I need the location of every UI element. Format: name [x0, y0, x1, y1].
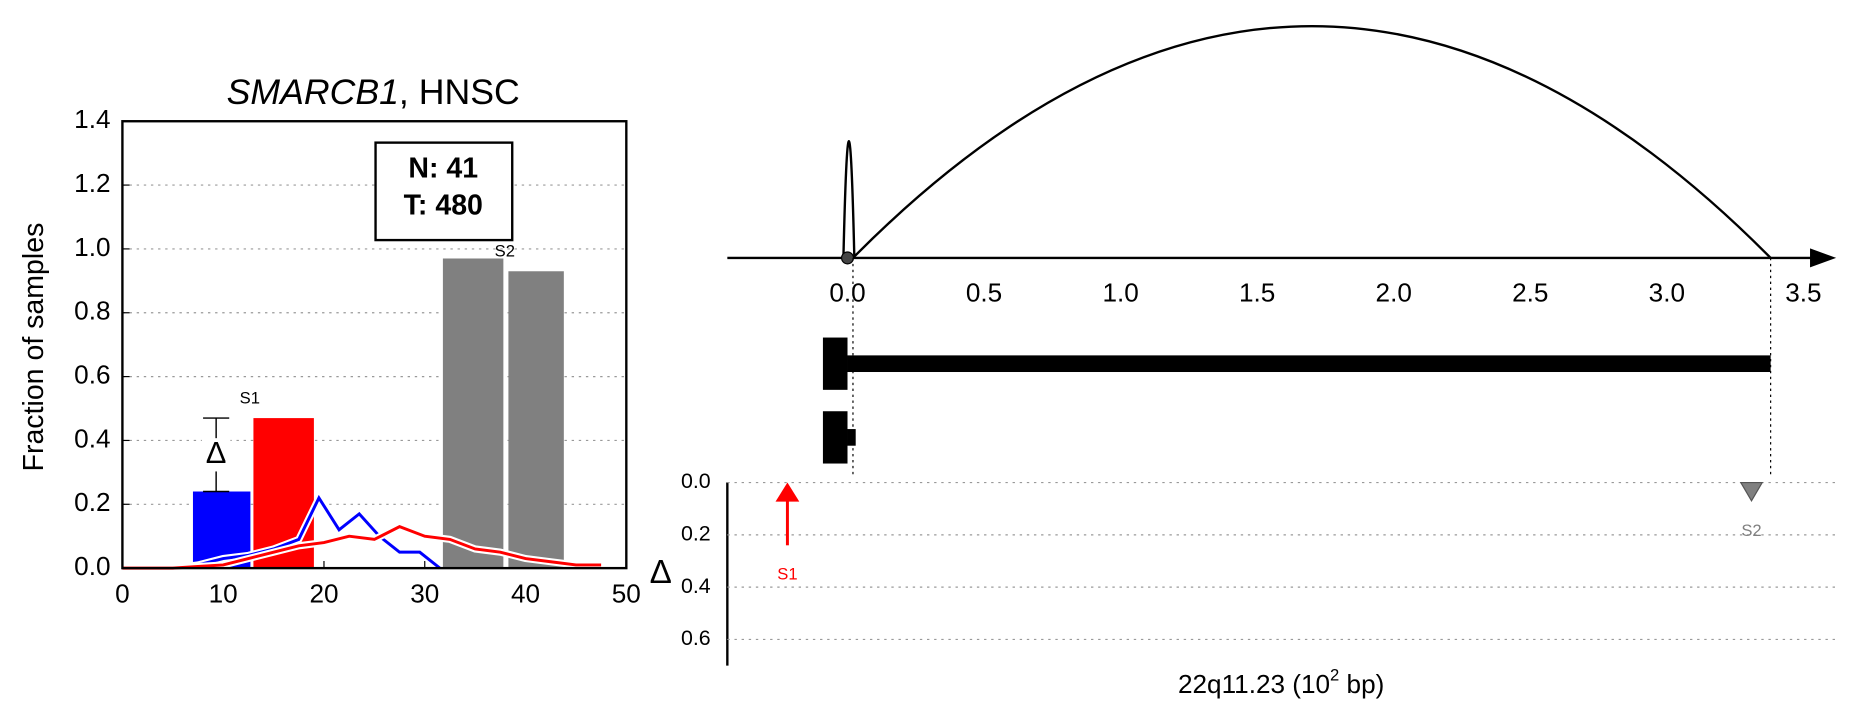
x-label-unit: bp): [1339, 669, 1384, 699]
x-tick-label: 2.0: [1376, 278, 1412, 308]
delta-label: Δ: [206, 435, 227, 470]
y-tick-label: 1.0: [74, 232, 110, 262]
delta-label-bg: [201, 438, 231, 472]
x-tick-label: 50: [612, 578, 641, 608]
arc: [852, 25, 1772, 259]
x-tick-label: 1.5: [1239, 278, 1275, 308]
x-label-exp: 2: [1330, 666, 1339, 685]
annotation-box: [374, 141, 514, 242]
event-marker: [1739, 481, 1764, 503]
y-tick-label: 0.8: [74, 296, 110, 326]
annotation-text: T: 480: [404, 189, 483, 221]
y-axis-label: Fraction of samples: [18, 223, 50, 472]
breakpoint: [840, 251, 855, 265]
title-rest: , HNSC: [399, 73, 520, 113]
delta-tick-label: 0.0: [681, 469, 711, 493]
arc: [842, 140, 856, 258]
y-tick-label: 0.4: [74, 423, 110, 453]
bar-label: S2: [495, 242, 515, 261]
delta-tick-label: 0.2: [681, 522, 711, 546]
x-tick-label: 1.0: [1102, 278, 1138, 308]
x-tick-label: 0.0: [829, 278, 865, 308]
x-tick-label: 30: [410, 578, 439, 608]
x-tick-label: 20: [309, 578, 338, 608]
x-tick-label: 40: [511, 578, 540, 608]
event-label: S1: [777, 564, 797, 583]
title-gene: SMARCB1: [227, 73, 399, 113]
y-tick-label: 0.2: [74, 487, 110, 517]
gene-block: [822, 411, 848, 464]
event-label: S2: [1741, 521, 1761, 540]
x-tick-label: 0: [115, 578, 130, 608]
plot-frame: [121, 120, 628, 570]
x-tick-label: 3.5: [1785, 278, 1821, 308]
bar: [508, 271, 564, 569]
event-marker: [775, 482, 800, 502]
x-tick-label: 3.0: [1649, 278, 1685, 308]
x-tick-label: 2.5: [1512, 278, 1548, 308]
gene-block: [822, 337, 848, 390]
delta-tick-label: 0.6: [681, 626, 711, 650]
delta-tick-label: 0.4: [681, 574, 711, 598]
annotation-text: N: 41: [408, 152, 478, 184]
x-axis-label: 22q11.23 (102 bp): [1178, 666, 1384, 699]
bar: [442, 258, 504, 569]
x-label-main: 22q11.23 (10: [1178, 669, 1330, 699]
x-axis-arrow: [1810, 248, 1837, 268]
delta-axis-label: Δ: [650, 554, 672, 591]
gene-body: [847, 355, 1771, 373]
y-tick-label: 0.6: [74, 360, 110, 390]
chart-title: SMARCB1, HNSC: [227, 73, 520, 113]
x-tick-label: 0.5: [966, 278, 1002, 308]
x-tick-label: 10: [209, 578, 238, 608]
line: [122, 525, 602, 570]
y-tick-label: 1.2: [74, 168, 110, 198]
y-tick-label: 0.0: [74, 551, 110, 581]
gene-body: [847, 429, 856, 446]
y-tick-label: 1.4: [74, 104, 110, 134]
bar-label: S1: [240, 388, 260, 407]
